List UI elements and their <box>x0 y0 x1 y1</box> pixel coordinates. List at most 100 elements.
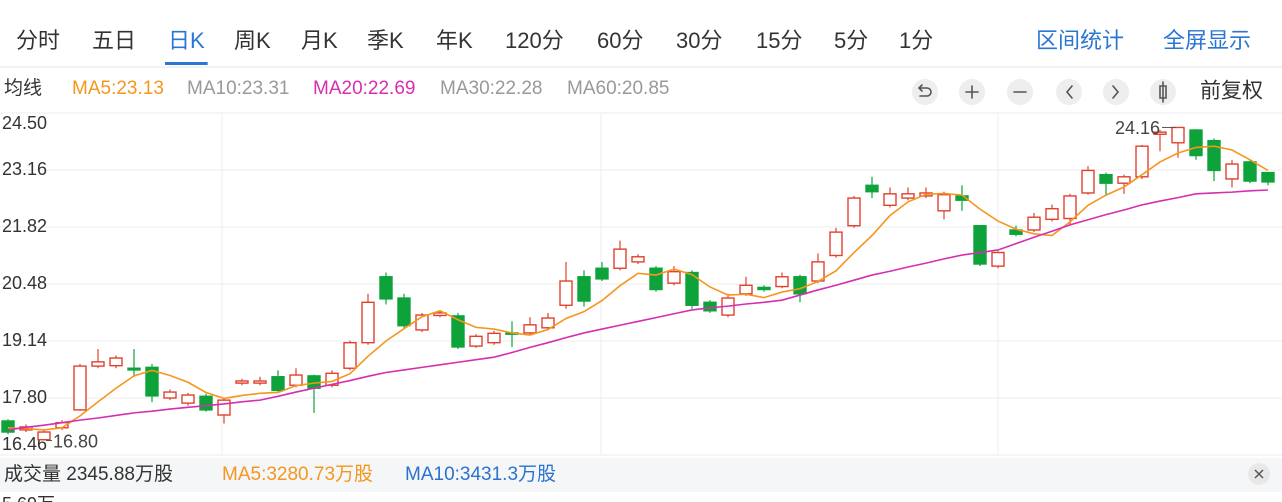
candle-body <box>1063 195 1077 220</box>
ma-line <box>7 189 1269 431</box>
candle-body <box>109 357 123 367</box>
active-tab-underline <box>165 62 208 65</box>
candle-body <box>559 280 573 306</box>
max-label: 24.16 <box>1115 118 1160 138</box>
candle-body <box>883 193 897 207</box>
candle-style-button[interactable] <box>1150 79 1176 105</box>
candle-body <box>991 251 1005 267</box>
volume-header <box>0 458 1282 492</box>
candle-body <box>73 365 87 411</box>
period-tab[interactable]: 年K <box>436 28 473 53</box>
y-tick-label: 21.82 <box>2 216 47 236</box>
candle-body <box>739 284 753 295</box>
candle-body <box>235 380 249 384</box>
candle-body <box>289 374 303 386</box>
candle-body <box>1261 171 1275 183</box>
candle-body <box>595 267 609 280</box>
candle-body <box>541 317 555 329</box>
candle-body <box>667 270 681 284</box>
candle-body <box>1027 216 1041 231</box>
ma-legend: MA5:23.13 <box>72 78 164 99</box>
period-tab[interactable]: 五日 <box>92 28 136 53</box>
candle-body <box>649 267 663 291</box>
candle-body <box>253 380 267 384</box>
candle-body <box>1243 161 1257 182</box>
candle-body <box>631 256 645 263</box>
candle-body <box>1 420 15 433</box>
header-action[interactable]: 全屏显示 <box>1163 28 1251 53</box>
period-tab[interactable]: 60分 <box>597 28 643 53</box>
y-tick-label: 16.46 <box>2 434 47 454</box>
chart-tools <box>912 79 1176 105</box>
zoom-in-button[interactable] <box>959 79 985 105</box>
ma-legend: MA10:23.31 <box>187 78 289 99</box>
candle-body <box>217 399 231 416</box>
candle-body <box>1081 169 1095 194</box>
candle-body <box>1153 131 1167 135</box>
candle-body <box>1171 126 1185 144</box>
period-tab[interactable]: 15分 <box>756 28 802 53</box>
candle-body <box>1009 229 1023 235</box>
ma-legend: MA20:22.69 <box>313 78 415 99</box>
period-tab[interactable]: 日K <box>168 28 205 53</box>
y-tick-label: 24.50 <box>2 113 47 133</box>
y-tick-label: 19.14 <box>2 330 47 350</box>
move-right-button[interactable] <box>1103 79 1129 105</box>
candle-body <box>145 366 159 397</box>
candle-body <box>1225 163 1239 180</box>
candle-body <box>451 315 465 348</box>
period-tab[interactable]: 周K <box>234 28 271 53</box>
candle-body <box>361 301 375 344</box>
period-tab[interactable]: 120分 <box>505 28 564 53</box>
y-tick-label: 17.80 <box>2 387 47 407</box>
ma-line <box>7 145 1269 431</box>
candle-body <box>685 271 699 306</box>
candle-body <box>757 286 771 291</box>
zoom-out-button[interactable] <box>1007 79 1033 105</box>
candle-body <box>613 248 627 269</box>
min-label: 16.80 <box>53 431 98 451</box>
candle-body <box>865 184 879 193</box>
period-tab[interactable]: 分时 <box>16 28 60 53</box>
period-tab[interactable]: 1分 <box>899 28 933 53</box>
candle-body <box>379 276 393 300</box>
candle-body <box>469 335 483 347</box>
candle-body <box>577 276 591 302</box>
candle-body <box>1117 176 1131 184</box>
candle-body <box>271 376 285 392</box>
undo-button[interactable] <box>912 79 938 105</box>
adjust-mode[interactable]: 前复权 <box>1200 80 1263 103</box>
volume-ma-legend: MA10:3431.3万股 <box>405 464 556 485</box>
ma-title: 均线 <box>4 77 42 99</box>
header-action[interactable]: 区间统计 <box>1036 28 1124 53</box>
candle-body <box>523 324 537 334</box>
candle-body <box>901 193 915 199</box>
candle-body <box>91 361 105 367</box>
period-tab[interactable]: 月K <box>301 28 338 53</box>
candle-body <box>181 394 195 404</box>
y-tick-label: 23.16 <box>2 159 47 179</box>
volume-label: 成交量 2345.88万股 <box>4 463 173 485</box>
period-tab[interactable]: 5分 <box>834 28 868 53</box>
candle-body <box>793 276 807 295</box>
ma-legend: MA30:22.28 <box>440 78 542 99</box>
candle-body <box>937 193 951 212</box>
candle-body <box>127 367 141 371</box>
period-tab[interactable]: 季K <box>367 28 404 53</box>
candle-body <box>397 297 411 327</box>
volume-axis-label: 5.69万 <box>2 494 55 502</box>
candle-body <box>847 197 861 227</box>
ma-legend: MA60:20.85 <box>567 78 669 99</box>
candle-body <box>1207 139 1221 172</box>
close-volume-button[interactable] <box>1248 463 1270 485</box>
candle-body <box>163 391 177 399</box>
candle-body <box>487 332 501 344</box>
move-left-button[interactable] <box>1056 79 1082 105</box>
period-tab[interactable]: 30分 <box>676 28 722 53</box>
candle-body <box>829 231 843 257</box>
volume-ma-legend: MA5:3280.73万股 <box>222 464 373 485</box>
candle-body <box>703 301 717 312</box>
y-tick-label: 20.48 <box>2 273 47 293</box>
candle-body <box>1045 208 1059 221</box>
